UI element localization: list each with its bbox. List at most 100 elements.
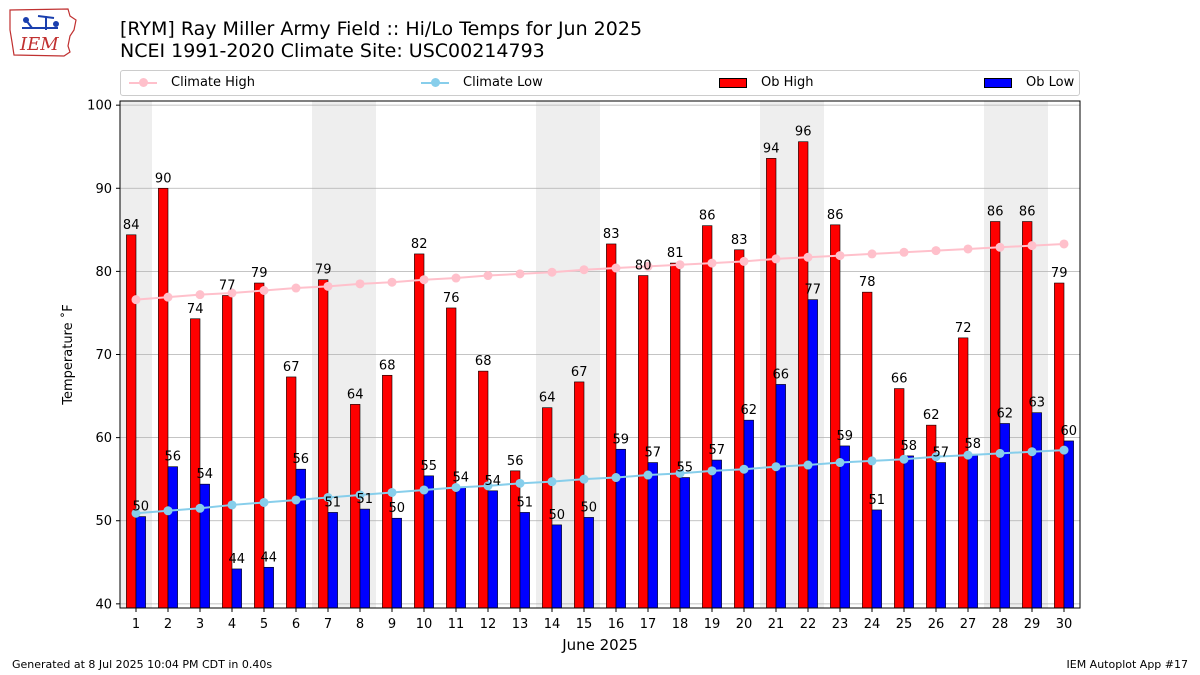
- ob-high-bar-day-17: [638, 275, 649, 609]
- ob-high-bar-day-3: [190, 318, 201, 609]
- ob-low-bar-day-16: [615, 448, 626, 609]
- climate-high-point-day-17: [643, 261, 653, 271]
- ob-high-label-day-19: 86: [699, 209, 716, 224]
- climate-high-point-day-10: [419, 275, 429, 285]
- ob-high-label-day-9: 68: [379, 358, 396, 373]
- x-tick-label-2: 2: [164, 617, 172, 632]
- climate-low-point-day-14: [547, 477, 557, 487]
- ob-low-label-day-11: 54: [453, 470, 470, 485]
- ob-high-label-day-6: 67: [283, 360, 300, 375]
- x-tick-label-17: 17: [640, 617, 657, 632]
- x-tick-label-16: 16: [608, 617, 625, 632]
- ob-low-label-day-20: 62: [741, 403, 758, 418]
- ob-high-label-day-26: 62: [923, 408, 940, 423]
- chart-title: [RYM] Ray Miller Army Field :: Hi/Lo Tem…: [120, 18, 642, 62]
- x-tick-label-29: 29: [1024, 617, 1041, 632]
- climate-low-point-day-5: [259, 497, 269, 507]
- climate-low-point-day-12: [483, 481, 493, 491]
- x-tick-label-27: 27: [960, 617, 977, 632]
- climate-low-point-day-1: [131, 508, 141, 518]
- ob-low-bar-day-22: [807, 299, 818, 609]
- ob-low-label-day-15: 50: [581, 500, 598, 515]
- climate-high-point-day-27: [963, 244, 973, 254]
- climate-low-point-day-6: [291, 495, 301, 505]
- y-tick-label-90: 90: [95, 182, 112, 197]
- ob-low-bar-day-3: [199, 483, 210, 609]
- x-tick-label-13: 13: [512, 617, 529, 632]
- ob-high-label-day-20: 83: [731, 233, 748, 248]
- climate-high-point-day-22: [803, 252, 813, 262]
- climate-high-point-day-21: [771, 254, 781, 264]
- ob-low-bar-day-9: [391, 517, 402, 609]
- x-tick-label-28: 28: [992, 617, 1009, 632]
- iowa-outline-icon: [9, 8, 77, 57]
- climate-high-point-day-4: [227, 288, 237, 298]
- ob-high-bar-day-16: [606, 243, 617, 609]
- ob-high-bar-day-2: [158, 187, 169, 609]
- ob-low-label-day-21: 66: [773, 367, 790, 382]
- climate-high-point-day-19: [707, 258, 717, 268]
- ob-low-bar-day-6: [295, 468, 306, 609]
- climate-high-point-day-5: [259, 286, 269, 296]
- ob-low-label-day-4: 44: [229, 552, 246, 567]
- ob-low-label-day-9: 50: [389, 501, 406, 516]
- ob-high-label-day-30: 79: [1051, 266, 1068, 281]
- climate-high-point-day-11: [451, 273, 461, 283]
- climate-low-point-day-27: [963, 450, 973, 460]
- climate-high-point-day-23: [835, 251, 845, 261]
- ob-high-label-day-22: 96: [795, 125, 812, 140]
- ob-high-bar-day-15: [574, 381, 585, 609]
- x-tick-label-11: 11: [448, 617, 465, 632]
- ob-high-label-day-21: 94: [763, 141, 780, 156]
- x-tick-label-7: 7: [324, 617, 332, 632]
- x-tick-label-18: 18: [672, 617, 689, 632]
- ob-high-bar-day-22: [798, 141, 809, 609]
- ob-high-label-day-25: 66: [891, 372, 908, 387]
- ob-high-bar-day-6: [286, 376, 297, 609]
- ob-high-label-day-15: 67: [571, 365, 588, 380]
- ob-low-label-day-27: 58: [965, 437, 982, 452]
- ob-high-bar-day-30: [1054, 282, 1065, 609]
- climate-low-marker-swatch: [431, 78, 440, 87]
- legend-label-ob-low: Ob Low: [1026, 75, 1075, 90]
- climate-high-marker-swatch: [139, 78, 148, 87]
- ob-low-label-day-30: 60: [1061, 424, 1078, 439]
- ob-low-swatch: [984, 78, 1012, 88]
- y-tick-label-50: 50: [95, 514, 112, 529]
- ob-high-label-day-2: 90: [155, 171, 172, 186]
- ob-low-bar-day-27: [967, 453, 978, 609]
- climate-high-point-day-8: [355, 279, 365, 289]
- climate-high-point-day-25: [899, 247, 909, 257]
- ob-low-label-day-28: 62: [997, 406, 1014, 421]
- ob-high-bar-day-25: [894, 388, 905, 609]
- ob-low-bar-day-5: [263, 566, 274, 609]
- ob-high-bar-day-1: [126, 234, 137, 609]
- y-tick-label-40: 40: [95, 597, 112, 612]
- x-tick-label-10: 10: [416, 617, 433, 632]
- climate-high-point-day-18: [675, 260, 685, 270]
- climate-high-point-day-24: [867, 249, 877, 259]
- ob-high-label-day-10: 82: [411, 237, 428, 252]
- ob-high-bar-day-10: [414, 253, 425, 609]
- ob-low-label-day-16: 59: [613, 432, 630, 447]
- ob-low-label-day-12: 54: [485, 474, 502, 489]
- climate-low-point-day-28: [995, 448, 1005, 458]
- ob-low-bar-day-10: [423, 475, 434, 609]
- ob-high-label-day-8: 64: [347, 387, 364, 402]
- climate-high-point-day-30: [1059, 239, 1069, 249]
- ob-high-bar-day-27: [958, 337, 969, 609]
- ob-high-label-day-18: 81: [667, 246, 684, 261]
- climate-low-point-day-2: [163, 506, 173, 516]
- climate-high-point-day-16: [611, 263, 621, 273]
- ob-high-bar-day-18: [670, 262, 681, 609]
- climate-low-point-day-30: [1059, 445, 1069, 455]
- x-tick-label-5: 5: [260, 617, 268, 632]
- x-tick-label-22: 22: [800, 617, 817, 632]
- climate-low-point-day-23: [835, 458, 845, 468]
- climate-high-point-day-29: [1027, 241, 1037, 251]
- ob-high-label-day-27: 72: [955, 321, 972, 336]
- ob-high-label-day-28: 86: [987, 205, 1004, 220]
- ob-low-bar-day-29: [1031, 412, 1042, 609]
- climate-low-point-day-29: [1027, 447, 1037, 457]
- x-tick-label-20: 20: [736, 617, 753, 632]
